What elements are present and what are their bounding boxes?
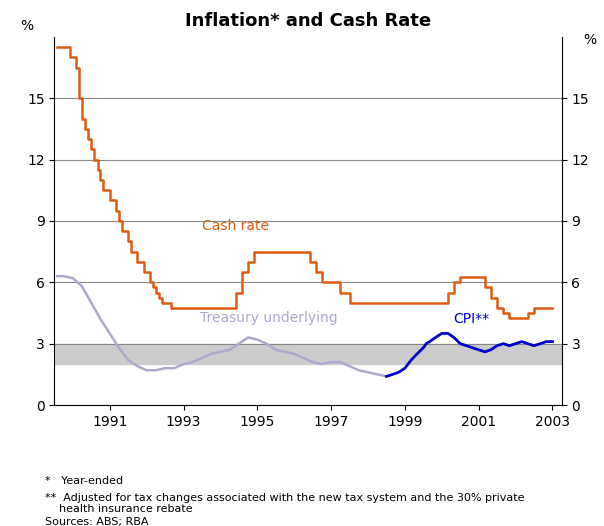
Title: Inflation* and Cash Rate: Inflation* and Cash Rate bbox=[185, 12, 431, 29]
Text: Cash rate: Cash rate bbox=[202, 219, 269, 233]
Text: CPI**: CPI** bbox=[453, 312, 489, 326]
Y-axis label: %: % bbox=[583, 33, 596, 47]
Text: *   Year-ended: * Year-ended bbox=[45, 476, 123, 486]
Text: Sources: ABS; RBA: Sources: ABS; RBA bbox=[45, 517, 149, 526]
Y-axis label: %: % bbox=[20, 19, 33, 33]
Bar bbox=[54, 343, 562, 364]
Text: **  Adjusted for tax changes associated with the new tax system and the 30% priv: ** Adjusted for tax changes associated w… bbox=[45, 493, 525, 514]
Text: Treasury underlying: Treasury underlying bbox=[199, 311, 337, 325]
